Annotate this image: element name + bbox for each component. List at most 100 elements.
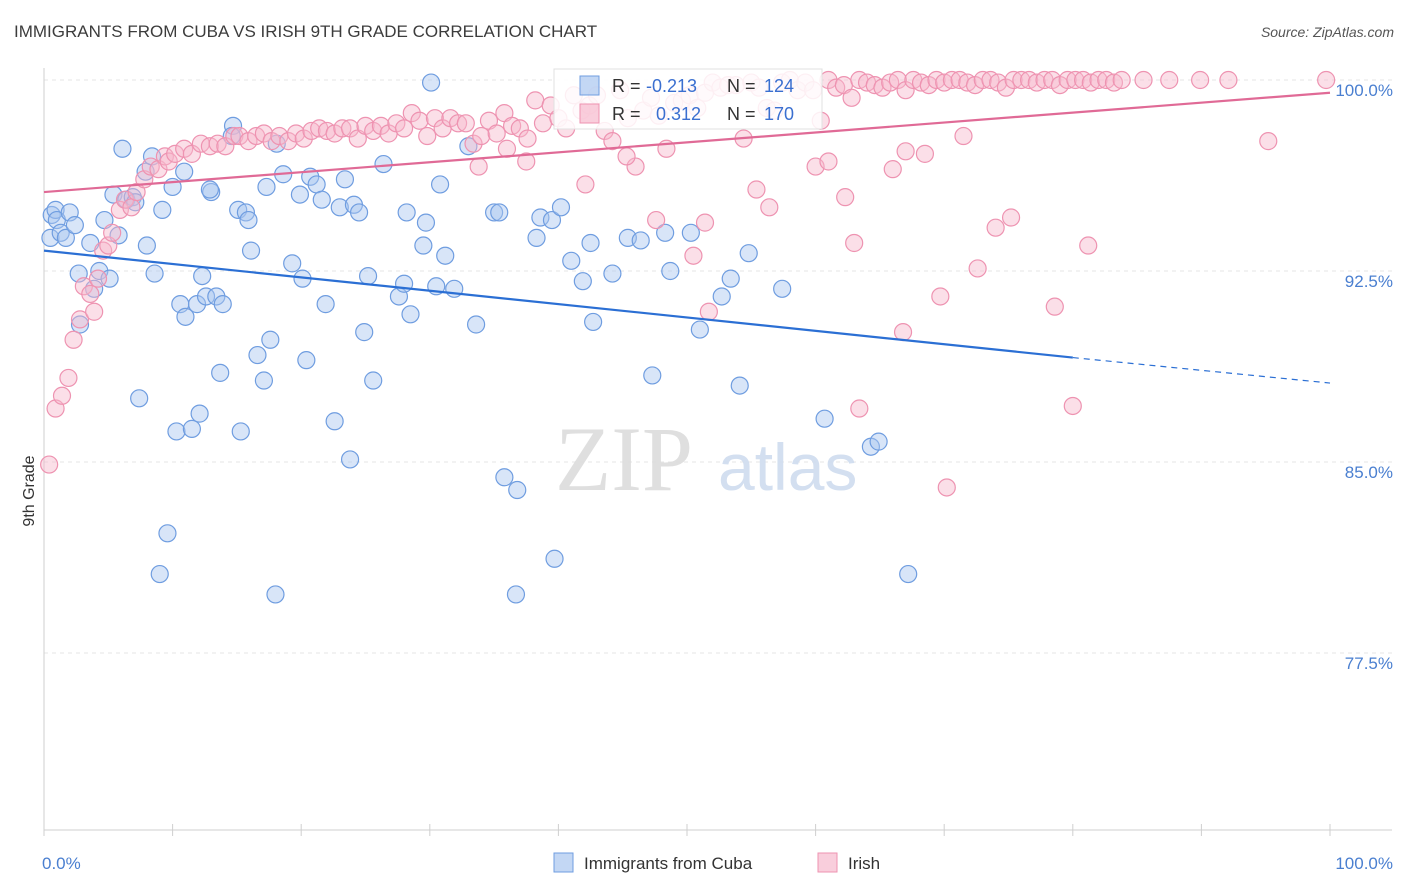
cuba-point xyxy=(508,480,527,500)
cuba-point xyxy=(176,307,195,326)
irish-point xyxy=(394,119,414,138)
irish-point xyxy=(122,198,141,217)
irish-point xyxy=(294,129,313,148)
cuba-point xyxy=(527,228,546,247)
irish-point xyxy=(533,114,553,133)
irish-point xyxy=(59,368,78,388)
cuba-point xyxy=(266,585,285,604)
stats-n-value-cuba: 124 xyxy=(764,76,794,96)
tick-labels: 77.5% 85.0% 92.5% 100.0% 0.0% 100.0% xyxy=(42,81,1393,873)
irish-point xyxy=(1079,236,1098,255)
irish-point xyxy=(850,399,869,418)
cuba-point xyxy=(190,404,209,423)
cuba-point xyxy=(603,264,622,283)
irish-point xyxy=(915,144,935,163)
irish-point xyxy=(1112,70,1131,90)
trend-line-cuba-extrapolated xyxy=(1072,356,1331,384)
cuba-point xyxy=(690,320,709,339)
legend-swatch-irish xyxy=(817,852,838,873)
cuba-point xyxy=(200,180,219,199)
cuba-point xyxy=(316,295,335,314)
cuba-point xyxy=(193,266,212,286)
cuba-point xyxy=(490,203,509,222)
cuba-point xyxy=(90,261,109,281)
irish-point xyxy=(942,70,962,90)
cuba-point xyxy=(506,585,526,604)
irish-point xyxy=(986,218,1005,237)
irish-point xyxy=(1066,70,1085,90)
irish-point xyxy=(254,124,274,143)
grid-lines xyxy=(44,79,1392,654)
irish-point xyxy=(1004,70,1023,90)
irish-point xyxy=(603,132,622,151)
irish-point xyxy=(647,210,666,230)
legend: Immigrants from Cuba Irish xyxy=(553,852,880,873)
irish-point xyxy=(402,104,421,123)
cuba-point xyxy=(815,409,834,428)
cuba-point xyxy=(196,287,216,306)
irish-point xyxy=(1001,208,1021,227)
irish-point xyxy=(279,132,298,151)
chart-title: IMMIGRANTS FROM CUBA VS IRISH 9TH GRADE … xyxy=(14,22,598,41)
irish-point xyxy=(617,147,636,166)
y-tick-label: 77.5% xyxy=(1345,654,1393,673)
cuba-point xyxy=(207,287,226,306)
irish-point xyxy=(371,116,391,135)
irish-point xyxy=(64,330,83,349)
irish-point xyxy=(469,157,488,176)
irish-point xyxy=(40,455,59,474)
irish-point xyxy=(216,137,235,156)
cuba-point xyxy=(430,175,450,194)
irish-point xyxy=(110,200,129,219)
cuba-point xyxy=(261,330,280,349)
x-tick-label-max: 100.0% xyxy=(1335,854,1393,873)
cuba-point xyxy=(257,177,276,197)
y-tick-label: 85.0% xyxy=(1345,463,1393,482)
cuba-point xyxy=(401,305,420,324)
cuba-point xyxy=(254,371,274,390)
irish-point xyxy=(517,152,536,171)
cuba-point xyxy=(899,564,918,584)
irish-point xyxy=(464,134,483,153)
irish-point xyxy=(760,198,779,217)
irish-point xyxy=(954,126,973,146)
irish-point xyxy=(52,386,72,405)
cuba-point xyxy=(681,223,700,242)
stats-r-label-irish: R = xyxy=(612,104,641,124)
cuba-point xyxy=(248,345,267,365)
watermark: ZIP atlas xyxy=(555,408,857,510)
trend-line-irish xyxy=(43,91,1331,194)
irish-point xyxy=(182,144,201,163)
cuba-point xyxy=(661,261,680,281)
cuba-point xyxy=(312,190,331,209)
cuba-point xyxy=(459,137,478,156)
cuba-point xyxy=(290,185,310,204)
irish-point xyxy=(893,323,913,342)
irish-point xyxy=(699,302,718,321)
irish-point xyxy=(88,269,108,288)
cuba-point xyxy=(374,154,393,174)
cuba-point xyxy=(239,210,258,230)
cuba-point xyxy=(562,251,581,270)
cuba-point xyxy=(739,244,758,263)
cuba-point xyxy=(712,287,731,306)
irish-point xyxy=(1063,396,1082,416)
cuba-point xyxy=(573,272,592,291)
irish-point xyxy=(1089,70,1108,90)
cuba-point xyxy=(70,315,90,334)
irish-point xyxy=(836,188,855,207)
cuba-point xyxy=(551,198,571,217)
irish-point xyxy=(896,81,915,100)
stats-n-label-irish: N = xyxy=(727,104,756,124)
irish-point xyxy=(968,259,987,278)
irish-point xyxy=(842,88,861,107)
cuba-point xyxy=(581,233,600,253)
irish-point xyxy=(883,160,902,179)
cuba-point xyxy=(182,419,201,438)
y-tick-label: 100.0% xyxy=(1335,81,1393,100)
cuba-point xyxy=(414,236,433,255)
cuba-point xyxy=(495,468,514,487)
irish-point xyxy=(845,233,864,253)
trend-line-cuba xyxy=(43,249,1073,359)
cuba-point xyxy=(721,269,740,288)
